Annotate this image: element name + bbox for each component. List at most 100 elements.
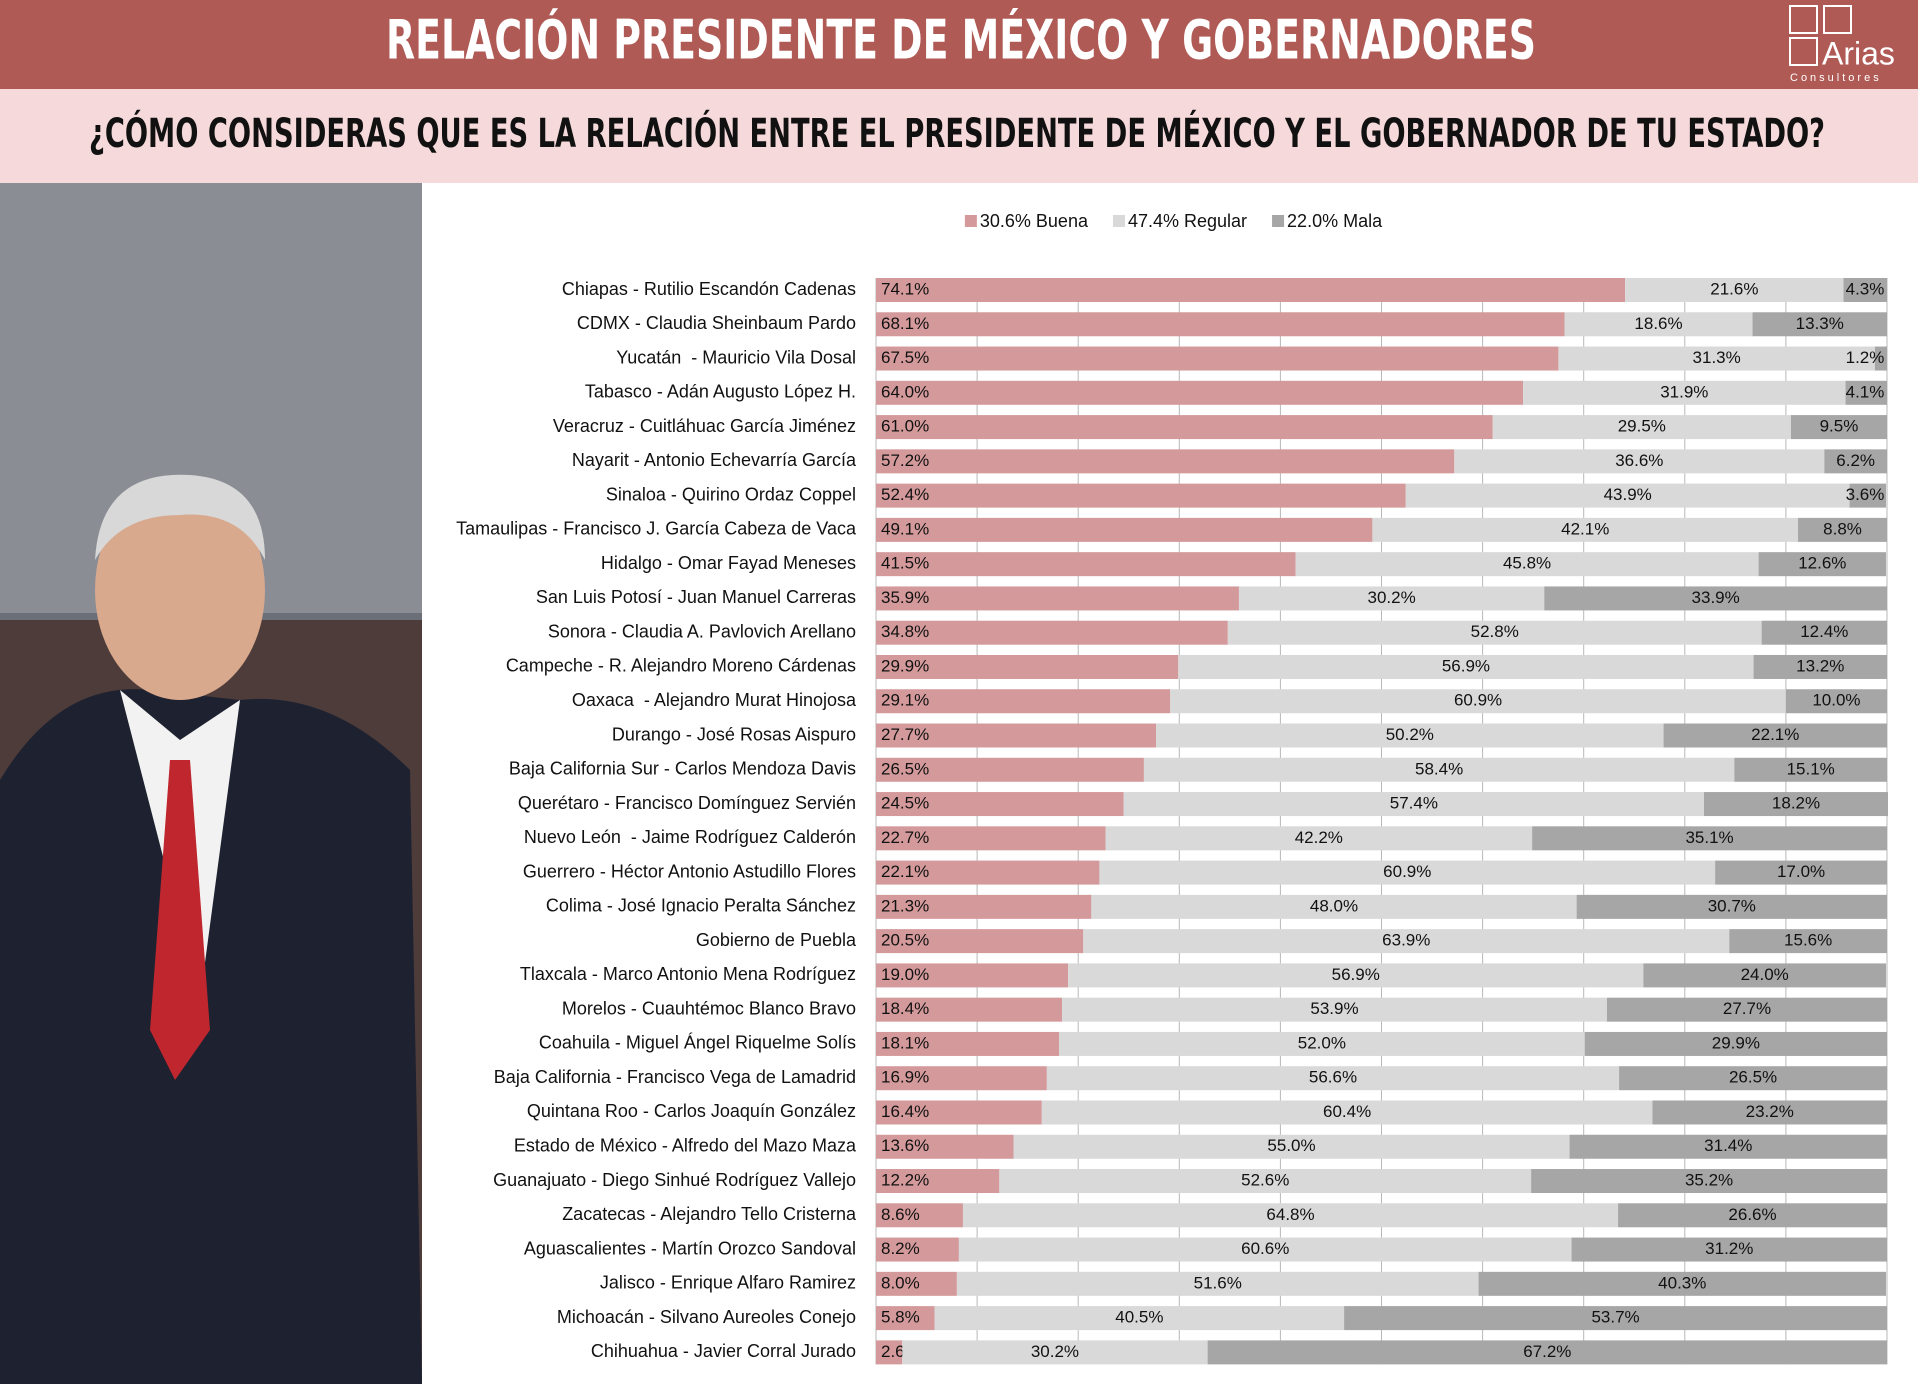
y-tick-label: Chihuahua - Javier Corral Jurado	[591, 1341, 856, 1361]
value-label: 35.9%	[881, 588, 929, 607]
y-tick-label: Tamaulipas - Francisco J. García Cabeza …	[456, 519, 857, 539]
y-tick-label: Oaxaca - Alejandro Murat Hinojosa	[572, 690, 857, 710]
value-label: 4.3%	[1846, 279, 1885, 298]
legend-swatch	[1112, 215, 1125, 227]
value-label: 24.5%	[881, 794, 929, 813]
bar-segment	[1492, 415, 1791, 440]
value-label: 40.5%	[1115, 1308, 1163, 1327]
value-label: 6.2%	[1836, 451, 1875, 470]
value-label: 42.2%	[1295, 828, 1343, 847]
bar-segment	[1758, 552, 1886, 577]
value-label: 19.0%	[881, 965, 929, 984]
bar-segment	[1761, 620, 1887, 645]
legend-swatch	[1272, 215, 1285, 227]
bar-segment	[1013, 1134, 1570, 1159]
bar-segment	[876, 860, 1100, 885]
value-label: 16.4%	[881, 1102, 929, 1121]
legend-label: 47.4% Regular	[1128, 211, 1247, 231]
y-tick-label: Baja California - Francisco Vega de Lama…	[494, 1067, 856, 1087]
bar-segment	[876, 757, 1144, 782]
value-label: 15.1%	[1787, 759, 1835, 778]
bar-segment	[934, 1306, 1345, 1331]
value-label: 55.0%	[1267, 1136, 1315, 1155]
value-label: 45.8%	[1503, 554, 1551, 573]
bar-segment	[1207, 1340, 1887, 1365]
value-label: 60.9%	[1454, 691, 1502, 710]
y-tick-label: Baja California Sur - Carlos Mendoza Dav…	[509, 759, 856, 779]
bar-segment	[876, 1100, 1042, 1125]
value-label: 31.3%	[1693, 348, 1741, 367]
logo-icon	[1789, 37, 1818, 66]
y-tick-label: Quintana Roo - Carlos Joaquín González	[527, 1101, 856, 1121]
bar-segment	[1849, 483, 1886, 508]
value-label: 53.7%	[1591, 1308, 1639, 1327]
y-tick-label: Sonora - Claudia A. Pavlovich Arellano	[548, 621, 856, 641]
y-tick-label: Morelos - Cuauhtémoc Blanco Bravo	[562, 998, 856, 1018]
bar-segment	[1618, 1203, 1887, 1228]
y-tick-label: Coahuila - Miguel Ángel Riquelme Solís	[539, 1033, 856, 1053]
value-label: 26.6%	[1728, 1205, 1776, 1224]
bar-segment	[1454, 449, 1825, 474]
bar-segment	[1295, 552, 1759, 577]
y-tick-label: Tlaxcala - Marco Antonio Mena Rodríguez	[520, 964, 856, 984]
bar-segment	[1143, 757, 1735, 782]
value-label: 58.4%	[1415, 759, 1463, 778]
bar-segment	[876, 963, 1069, 988]
value-label: 67.5%	[881, 348, 929, 367]
legend-label: 30.6% Buena	[980, 211, 1089, 231]
bar-segment	[1058, 1031, 1585, 1056]
value-label: 36.6%	[1615, 451, 1663, 470]
bar-segment	[1105, 826, 1533, 851]
bar-segment	[1091, 894, 1577, 919]
bar-segment	[1798, 517, 1887, 542]
bar-segment	[876, 1306, 935, 1331]
value-label: 60.9%	[1383, 862, 1431, 881]
value-label: 29.9%	[881, 656, 929, 675]
value-label: 60.4%	[1323, 1102, 1371, 1121]
y-tick-label: Gobierno de Puebla	[696, 930, 857, 950]
value-label: 18.4%	[881, 999, 929, 1018]
bar-segment	[876, 586, 1239, 611]
value-label: 61.0%	[881, 417, 929, 436]
bar-segment	[876, 1134, 1014, 1159]
bar-segment	[876, 483, 1406, 508]
bar-segment	[876, 380, 1524, 405]
value-label: 18.2%	[1772, 794, 1820, 813]
bar-segment	[1532, 826, 1887, 851]
bar-segment	[962, 1203, 1619, 1228]
value-label: 13.3%	[1796, 314, 1844, 333]
value-label: 49.1%	[881, 519, 929, 538]
value-label: 64.8%	[1266, 1205, 1314, 1224]
bar-segment	[1606, 997, 1887, 1022]
y-tick-label: Zacatecas - Alejandro Tello Cristerna	[562, 1204, 857, 1224]
value-label: 30.2%	[1368, 588, 1416, 607]
value-label: 56.6%	[1309, 1068, 1357, 1087]
value-label: 29.9%	[1712, 1033, 1760, 1052]
bar-segment	[876, 346, 1559, 371]
bar-segment	[1544, 586, 1887, 611]
bar-segment	[876, 654, 1179, 679]
bar-segment	[1704, 792, 1889, 817]
bar-segment	[876, 929, 1084, 954]
bar-segment	[1569, 1134, 1887, 1159]
bar-segment	[876, 1031, 1059, 1056]
value-label: 42.1%	[1561, 519, 1609, 538]
value-label: 12.2%	[881, 1171, 929, 1190]
value-label: 34.8%	[881, 622, 929, 641]
bar-segment	[1564, 312, 1753, 337]
bar-segment	[876, 1066, 1047, 1091]
bar-segment	[1156, 723, 1664, 748]
bar-segment	[1170, 689, 1786, 714]
value-label: 35.2%	[1685, 1171, 1733, 1190]
chart-title: RELACIÓN PRESIDENTE DE MÉXICO Y GOBERNAD…	[386, 9, 1536, 72]
bar-segment	[1729, 929, 1887, 954]
value-label: 30.2%	[1031, 1342, 1079, 1361]
value-label: 52.0%	[1298, 1033, 1346, 1052]
bar-segment	[876, 552, 1296, 577]
legend-label: 22.0% Mala	[1287, 211, 1383, 231]
bar-segment	[876, 517, 1373, 542]
value-label: 26.5%	[881, 759, 929, 778]
y-tick-label: Durango - José Rosas Aispuro	[612, 724, 856, 744]
